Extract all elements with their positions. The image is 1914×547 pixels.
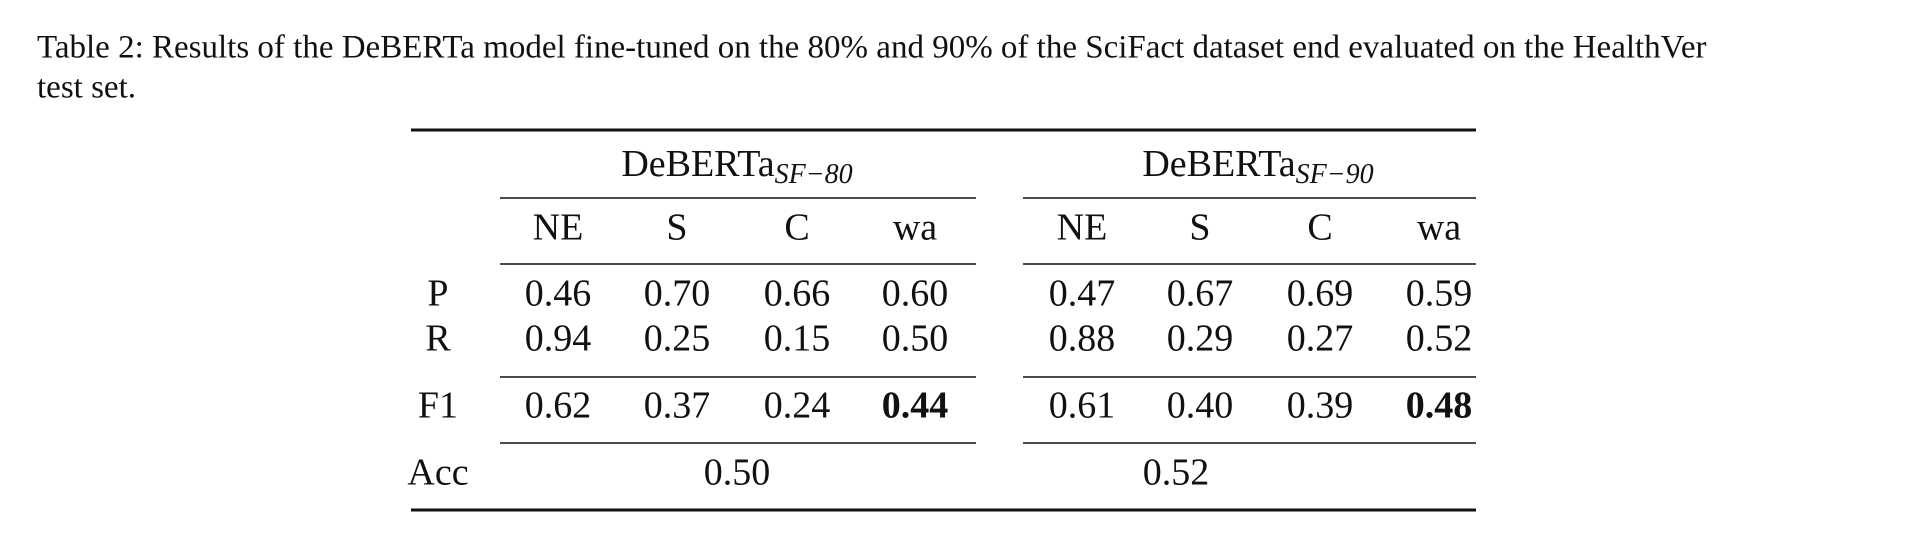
group-name: DeBERTa: [1142, 143, 1295, 185]
accuracy-value: 0.50: [704, 452, 771, 494]
row-label: F1: [418, 385, 458, 427]
group-header: DeBERTaSF−90: [1142, 143, 1373, 191]
column-header: C: [1307, 207, 1332, 249]
column-header: S: [1189, 207, 1210, 249]
cell-value: 0.67: [1167, 273, 1234, 315]
cell-value: 0.60: [882, 273, 949, 315]
cell-value: 0.39: [1287, 385, 1354, 427]
cell-value: 0.59: [1406, 273, 1473, 315]
cell-value: 0.25: [644, 318, 711, 360]
cell-value: 0.46: [525, 273, 592, 315]
cell-value: 0.69: [1287, 273, 1354, 315]
cell-value: 0.50: [882, 318, 949, 360]
group-header: DeBERTaSF−80: [621, 143, 852, 191]
cell-value: 0.61: [1049, 385, 1116, 427]
column-header: NE: [1057, 207, 1108, 249]
group-name: DeBERTa: [621, 143, 774, 185]
cell-value: 0.29: [1167, 318, 1234, 360]
cell-value: 0.88: [1049, 318, 1116, 360]
cell-value: 0.44: [882, 385, 949, 427]
cell-value: 0.47: [1049, 273, 1116, 315]
cell-value: 0.24: [764, 385, 831, 427]
column-header: C: [784, 207, 809, 249]
cell-value: 0.40: [1167, 385, 1234, 427]
caption-line: Table 2: Results of the DeBERTa model fi…: [37, 30, 1707, 66]
column-header: wa: [893, 207, 937, 249]
row-label: Acc: [407, 452, 468, 494]
cell-value: 0.37: [644, 385, 711, 427]
column-header: S: [666, 207, 687, 249]
caption-line: test set.: [37, 70, 136, 106]
row-label: P: [427, 273, 448, 315]
group-subscript: SF−80: [775, 159, 853, 190]
column-header: wa: [1417, 207, 1461, 249]
column-header: NE: [533, 207, 584, 249]
cell-value: 0.62: [525, 385, 592, 427]
cell-value: 0.27: [1287, 318, 1354, 360]
row-label: R: [425, 318, 451, 360]
group-subscript: SF−90: [1296, 159, 1374, 190]
cell-value: 0.15: [764, 318, 831, 360]
accuracy-value: 0.52: [1143, 452, 1210, 494]
cell-value: 0.52: [1406, 318, 1473, 360]
cell-value: 0.94: [525, 318, 592, 360]
cell-value: 0.48: [1406, 385, 1473, 427]
cell-value: 0.70: [644, 273, 711, 315]
cell-value: 0.66: [764, 273, 831, 315]
